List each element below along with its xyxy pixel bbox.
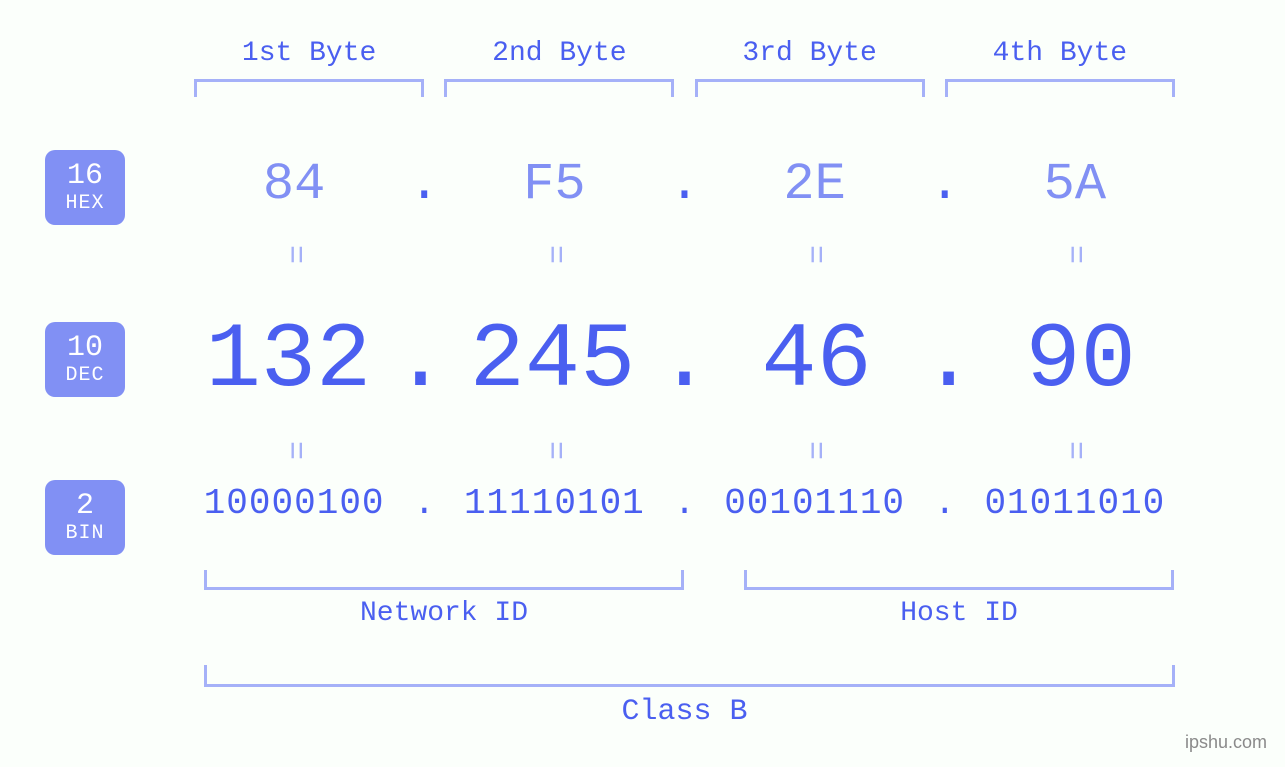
byte-bracket-1 xyxy=(194,79,424,97)
badge-hex: 16 HEX xyxy=(45,150,125,225)
badge-dec-abbr: DEC xyxy=(45,365,125,387)
eq-1-2: = xyxy=(536,245,573,264)
eq-2-4: = xyxy=(1056,441,1093,460)
hex-row: 84 . F5 . 2E . 5A xyxy=(184,155,1185,214)
dec-row: 132 . 245 . 46 . 90 xyxy=(184,308,1185,413)
badge-bin-base: 2 xyxy=(45,490,125,523)
dec-dot-3: . xyxy=(921,308,976,413)
dec-byte-2: 245 xyxy=(448,308,657,413)
badge-hex-base: 16 xyxy=(45,160,125,193)
byte-labels-row: 1st Byte 2nd Byte 3rd Byte 4th Byte xyxy=(184,38,1185,97)
hex-dot-2: . xyxy=(665,155,705,214)
dec-byte-4: 90 xyxy=(976,308,1185,413)
hex-byte-2: F5 xyxy=(444,155,664,214)
network-id-bracket xyxy=(204,570,684,590)
eq-1-3: = xyxy=(796,245,833,264)
host-id-label: Host ID xyxy=(809,598,1109,629)
class-bracket xyxy=(204,665,1175,687)
byte-col-2: 2nd Byte xyxy=(434,38,684,97)
hex-byte-3: 2E xyxy=(705,155,925,214)
eq-1-1: = xyxy=(276,245,313,264)
eq-2-3: = xyxy=(796,441,833,460)
byte-col-3: 3rd Byte xyxy=(685,38,935,97)
bin-dot-2: . xyxy=(665,483,705,524)
byte-label-2: 2nd Byte xyxy=(434,38,684,69)
hex-byte-1: 84 xyxy=(184,155,404,214)
badge-bin-abbr: BIN xyxy=(45,523,125,545)
byte-bracket-4 xyxy=(945,79,1175,97)
dec-dot-2: . xyxy=(657,308,712,413)
equals-row-2: = = = = xyxy=(184,432,1185,469)
byte-label-3: 3rd Byte xyxy=(685,38,935,69)
hex-dot-1: . xyxy=(404,155,444,214)
equals-row-1: = = = = xyxy=(184,236,1185,273)
eq-1-4: = xyxy=(1056,245,1093,264)
badge-hex-abbr: HEX xyxy=(45,193,125,215)
dec-byte-3: 46 xyxy=(712,308,921,413)
byte-label-4: 4th Byte xyxy=(935,38,1185,69)
badge-dec: 10 DEC xyxy=(45,322,125,397)
bin-dot-1: . xyxy=(404,483,444,524)
badge-bin: 2 BIN xyxy=(45,480,125,555)
byte-bracket-2 xyxy=(444,79,674,97)
byte-col-1: 1st Byte xyxy=(184,38,434,97)
host-id-bracket xyxy=(744,570,1174,590)
network-id-label: Network ID xyxy=(294,598,594,629)
dec-byte-1: 132 xyxy=(184,308,393,413)
bin-dot-3: . xyxy=(925,483,965,524)
bin-byte-3: 00101110 xyxy=(705,483,925,524)
hex-byte-4: 5A xyxy=(965,155,1185,214)
bin-row: 10000100 . 11110101 . 00101110 . 0101101… xyxy=(184,483,1185,524)
bin-byte-1: 10000100 xyxy=(184,483,404,524)
hex-dot-3: . xyxy=(925,155,965,214)
badge-dec-base: 10 xyxy=(45,332,125,365)
eq-2-1: = xyxy=(276,441,313,460)
class-label: Class B xyxy=(184,695,1185,729)
byte-col-4: 4th Byte xyxy=(935,38,1185,97)
dec-dot-1: . xyxy=(393,308,448,413)
watermark: ipshu.com xyxy=(1185,732,1267,753)
bin-byte-4: 01011010 xyxy=(965,483,1185,524)
bin-byte-2: 11110101 xyxy=(444,483,664,524)
byte-bracket-3 xyxy=(695,79,925,97)
eq-2-2: = xyxy=(536,441,573,460)
byte-label-1: 1st Byte xyxy=(184,38,434,69)
